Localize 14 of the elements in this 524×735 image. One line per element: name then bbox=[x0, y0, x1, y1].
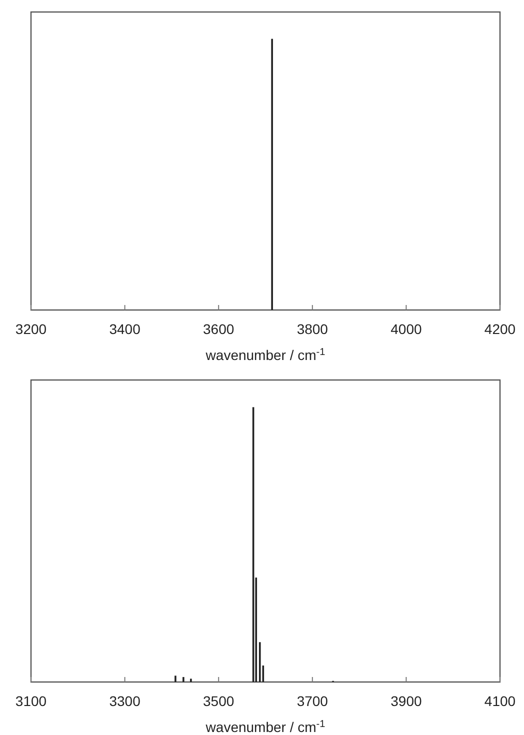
x-tick-label: 4100 bbox=[484, 692, 516, 709]
x-tick-label: 3500 bbox=[203, 692, 234, 709]
x-tick-label: 3800 bbox=[296, 320, 328, 337]
x-tick-label: 3900 bbox=[390, 692, 422, 709]
x-axis-title: wavenumber / cm$^{-1}$ bbox=[204, 346, 326, 363]
x-tick-label: 4200 bbox=[484, 320, 516, 337]
x-tick-label: 4000 bbox=[390, 320, 422, 337]
x-tick-label: 3600 bbox=[203, 320, 234, 337]
x-tick-label: 3400 bbox=[109, 320, 141, 337]
x-tick-label: 3300 bbox=[109, 692, 141, 709]
x-tick-label: 3100 bbox=[15, 692, 47, 709]
x-tick-label: 3700 bbox=[296, 692, 328, 709]
x-axis-title: wavenumber / cm$^{-1}$ bbox=[204, 718, 326, 735]
x-tick-label: 3200 bbox=[15, 320, 47, 337]
